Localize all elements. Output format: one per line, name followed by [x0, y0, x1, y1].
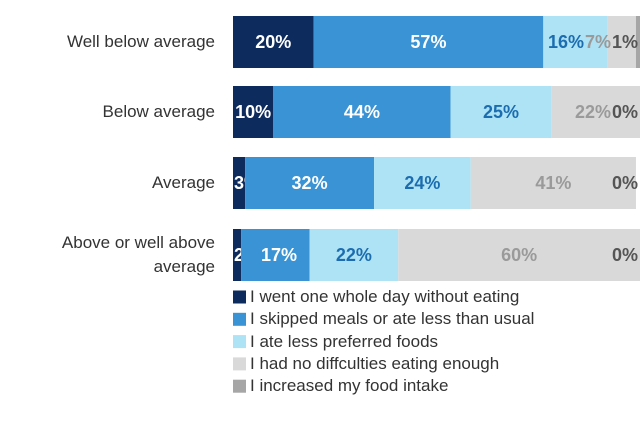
legend-label: I ate less preferred foods — [250, 331, 439, 351]
category-label: Average — [151, 173, 215, 192]
value-label: 32% — [292, 173, 328, 193]
bar-segment — [543, 16, 608, 68]
value-label: 44% — [344, 102, 380, 122]
legend-swatch — [233, 335, 246, 349]
bar-segment — [245, 157, 375, 209]
value-label: 22% — [575, 102, 611, 122]
value-label: 24% — [404, 173, 440, 193]
value-label: 41% — [535, 173, 571, 193]
legend-label: I had no diffculties eating enough — [250, 353, 500, 373]
bar-segment — [450, 86, 552, 138]
bar-segment — [607, 16, 636, 68]
bar-segment — [233, 86, 274, 138]
value-label: 1% — [612, 32, 638, 52]
bar-segment — [374, 157, 471, 209]
bar-segment — [313, 16, 544, 68]
bar-segment — [241, 229, 310, 281]
legend-label: I increased my food intake — [250, 376, 449, 396]
value-label: 20% — [255, 32, 291, 52]
value-label: 0% — [612, 245, 638, 265]
bar-segment — [398, 229, 640, 281]
bar-segment — [233, 229, 242, 281]
bar-segment — [233, 16, 314, 68]
legend-swatch — [233, 357, 246, 371]
legend-swatch — [233, 379, 246, 393]
value-label: 22% — [336, 245, 372, 265]
bar-segment — [233, 157, 246, 209]
category-label: Well below average — [66, 32, 215, 51]
category-label: Below average — [102, 102, 215, 121]
value-label: 25% — [483, 102, 519, 122]
value-label: 7% — [585, 32, 611, 52]
value-label: 17% — [261, 245, 297, 265]
bar-segment — [635, 16, 640, 68]
bar-segment — [470, 157, 636, 209]
value-label: 0% — [612, 173, 638, 193]
legend-label: I skipped meals or ate less than usual — [250, 309, 535, 329]
value-label: 57% — [410, 32, 446, 52]
value-label: 10% — [235, 102, 271, 122]
bar-segment — [551, 86, 640, 138]
legend-swatch — [233, 290, 246, 304]
value-label: 16% — [548, 32, 584, 52]
bar-segment — [309, 229, 399, 281]
value-label: 60% — [501, 245, 537, 265]
bar-segment — [273, 86, 451, 138]
category-label: Above or well above average — [61, 233, 215, 276]
value-label: 0% — [612, 102, 638, 122]
legend-swatch — [233, 312, 246, 326]
legend-label: I went one whole day without eating — [250, 287, 520, 306]
